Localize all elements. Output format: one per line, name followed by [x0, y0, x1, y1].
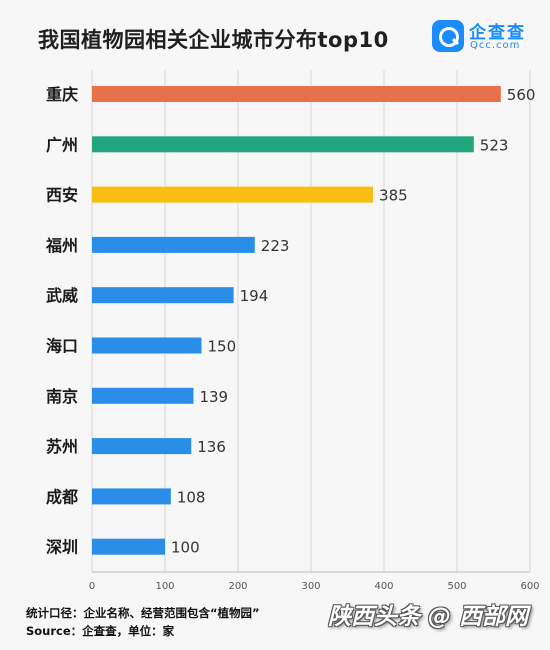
bar: [92, 538, 165, 555]
bars: [92, 86, 501, 555]
data-label: 139: [199, 388, 228, 406]
bar: [92, 86, 501, 102]
data-label: 150: [208, 338, 237, 356]
category-label: 南京: [46, 387, 78, 406]
data-label: 100: [171, 539, 200, 557]
chart-title: 我国植物园相关企业城市分布top10: [38, 28, 389, 52]
data-label: 136: [197, 438, 226, 456]
category-label: 广州: [46, 135, 78, 154]
data-label: 523: [480, 136, 509, 154]
data-label: 223: [261, 237, 290, 255]
x-tick-label: 600: [520, 581, 539, 592]
category-label: 武威: [46, 286, 78, 305]
bar: [92, 186, 374, 203]
qcc-magnifier-icon: [432, 20, 464, 52]
data-label: 560: [507, 86, 536, 104]
x-tick-label: 0: [89, 581, 95, 592]
category-label: 成都: [46, 487, 78, 506]
category-label: 海口: [46, 337, 78, 356]
x-tick-label: 400: [374, 581, 393, 592]
category-label: 重庆: [46, 85, 78, 104]
bar: [92, 337, 202, 354]
watermark-brand: 陕西头条 @ 西部网: [327, 604, 528, 630]
qcc-logo: 企查查 Qcc.com: [432, 18, 532, 54]
x-tick-label: 100: [155, 581, 174, 592]
logo-name-cn: 企查查: [469, 23, 526, 43]
bar: [92, 236, 255, 253]
footer-note: 统计口径：企业名称、经营范围包含“植物园” Source：企查查，单位：家: [26, 604, 260, 640]
labels: 0 100 200 300 400 500 600 重庆 560 广州 523 西安 385 福州 223 武…: [45, 85, 540, 592]
footer-criteria: 统计口径：企业名称、经营范围包含“植物园”: [26, 606, 260, 620]
footer-source: Source：企查查，单位：家: [26, 624, 175, 638]
data-label: 385: [379, 187, 408, 205]
logo-name-en: Qcc.com: [470, 40, 521, 51]
data-label: 194: [240, 287, 269, 305]
bar: [92, 488, 171, 505]
bar: [92, 136, 474, 153]
category-label: 西安: [46, 186, 78, 205]
bar: [92, 387, 194, 404]
data-label: 108: [177, 488, 206, 506]
category-label: 福州: [45, 236, 78, 255]
x-tick-label: 300: [301, 581, 320, 592]
bar: [92, 287, 234, 304]
x-tick-label: 200: [228, 581, 247, 592]
grid-lines: [91, 70, 531, 573]
category-label: 苏州: [46, 437, 78, 456]
category-label: 深圳: [46, 538, 78, 557]
x-tick-label: 500: [447, 581, 466, 592]
bar: [92, 438, 192, 455]
